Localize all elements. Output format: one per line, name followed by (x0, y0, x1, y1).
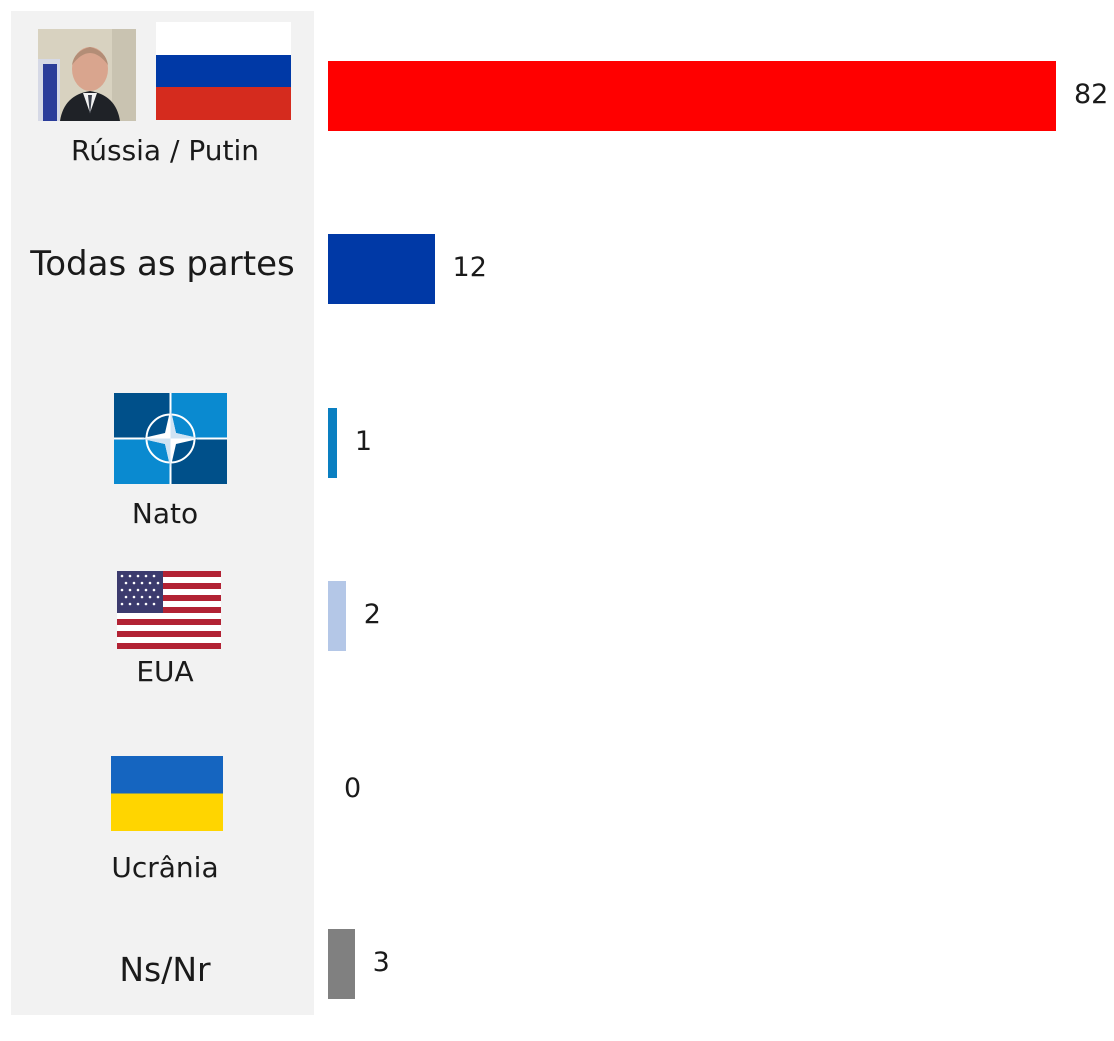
category-label-usa: EUA (40, 655, 290, 688)
category-label-all-parties: Todas as partes (11, 244, 314, 284)
bar-dont-know (328, 929, 355, 999)
nato-logo-icon (114, 393, 227, 484)
ukraine-flag-icon (111, 756, 223, 831)
category-label-text: Todas as partes (30, 244, 295, 284)
value-label-usa: 2 (363, 599, 381, 630)
bar-nato (328, 408, 337, 478)
category-label-ukraine: Ucrânia (40, 851, 290, 884)
category-label-dont-know: Ns/Nr (40, 950, 290, 989)
putin-portrait-icon (38, 29, 136, 121)
category-label-panel (11, 11, 314, 1015)
russia-flag-icon (156, 22, 291, 120)
category-label-text: Nato (131, 497, 199, 530)
category-label-russia: Rússia / Putin (40, 134, 290, 167)
value-label-dont-know: 3 (372, 947, 390, 978)
category-label-text: EUA (136, 655, 194, 688)
category-label-text: Ucrânia (111, 851, 219, 884)
value-label-ukraine: 0 (344, 773, 362, 804)
bar-usa (328, 581, 346, 651)
bar-russia (328, 61, 1056, 131)
usa-flag-icon (117, 571, 221, 649)
value-label-nato: 1 (354, 426, 373, 457)
category-label-text: Ns/Nr (119, 950, 211, 989)
value-label-all-parties: 12 (452, 252, 487, 283)
category-label-text: Rússia / Putin (71, 134, 259, 167)
bar-all-parties (328, 234, 435, 304)
value-label-russia: 82 (1074, 79, 1109, 110)
category-label-nato: Nato (40, 497, 290, 530)
